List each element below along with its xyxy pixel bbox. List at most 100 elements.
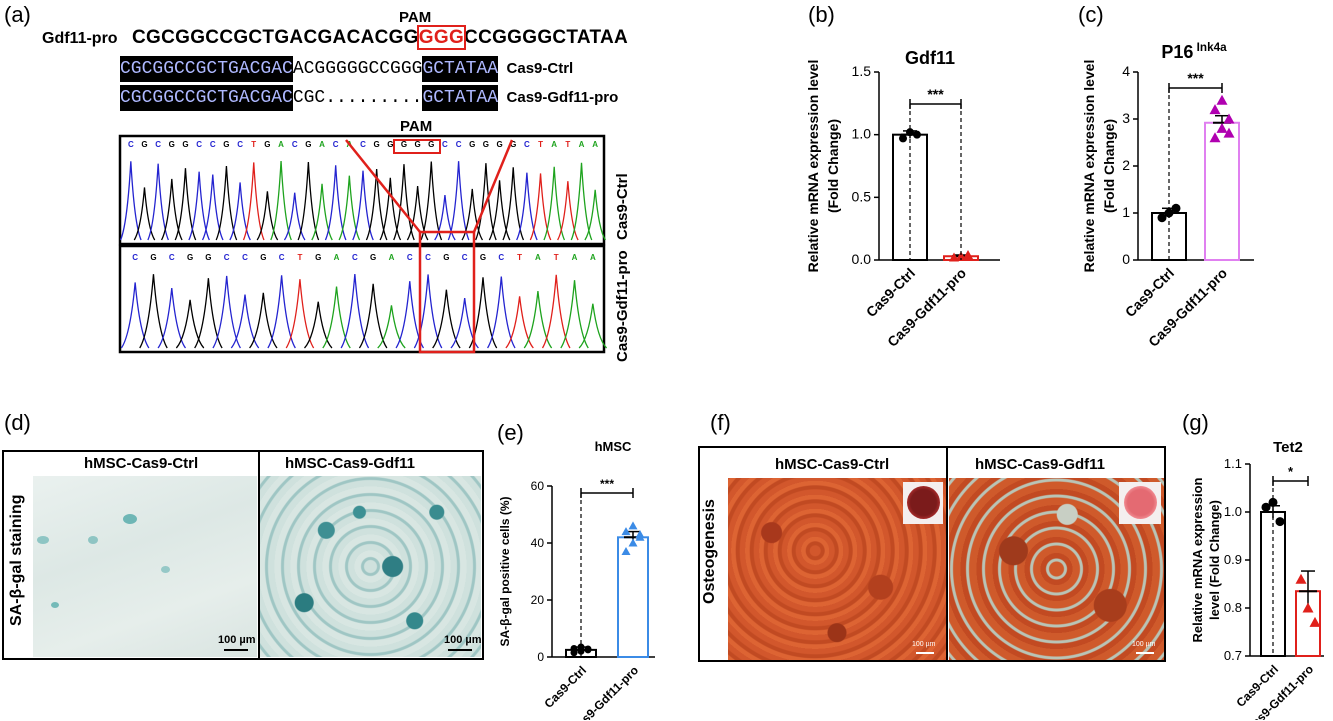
data-point	[949, 252, 959, 262]
base-call: G	[315, 253, 321, 262]
base-call: G	[141, 140, 147, 149]
data-point	[1275, 517, 1285, 527]
data-point	[584, 645, 592, 653]
culture-dish-ctrl	[903, 482, 943, 524]
base-call: G	[169, 140, 175, 149]
base-call: A	[535, 253, 541, 262]
scale-bar-d-right	[448, 649, 472, 651]
trace-peak	[175, 299, 205, 349]
base-call: A	[334, 253, 340, 262]
trace-peak	[283, 192, 306, 241]
trace-peak	[324, 165, 347, 241]
chromatogram-figure: CGCGGCCGCTGACGACACGGGGGCCGGGGCTATAA CGCG…	[118, 134, 608, 354]
base-call: G	[428, 140, 434, 149]
data-point	[1309, 616, 1321, 627]
base-call: A	[278, 140, 284, 149]
trace-peak	[358, 283, 388, 349]
alignment-name-ko: Cas9-Gdf11-pro	[506, 89, 619, 106]
base-call: G	[260, 253, 266, 262]
data-point	[621, 547, 631, 556]
data-point	[1223, 127, 1235, 138]
base-call: G	[264, 140, 270, 149]
base-call: T	[297, 253, 302, 262]
pam-label: PAM	[399, 9, 432, 26]
trace-peak	[139, 274, 168, 349]
y-tick-label: 40	[531, 536, 545, 550]
chart-b: Gdf11 Relative mRNA expression level (Fold…	[805, 48, 1000, 350]
base-call: C	[132, 253, 138, 262]
base-call: C	[333, 140, 339, 149]
significance-stars: ***	[927, 86, 944, 102]
base-call: T	[538, 140, 543, 149]
y-tick-label: 0.5	[852, 188, 872, 204]
y-tick-label: 2	[1122, 157, 1130, 173]
base-call: C	[196, 140, 202, 149]
chart-c: P16 Ink4a Relative mRNA expression level(…	[1081, 41, 1254, 350]
base-call: A	[551, 140, 557, 149]
base-call: G	[496, 140, 502, 149]
base-call: C	[425, 253, 431, 262]
deletion-box-bottom	[418, 230, 476, 354]
y-axis-label: Relative mRNA expression	[1190, 477, 1205, 642]
chart-title: P16 Ink4a	[1161, 41, 1227, 62]
y-axis-label: SA-β-gal positive cells (%)	[498, 496, 512, 646]
panel-label-d: (d)	[4, 410, 31, 435]
base-call: G	[443, 253, 449, 262]
reference-name: Gdf11-pro	[42, 30, 118, 47]
trace-peak	[475, 163, 497, 241]
trace-peak	[502, 167, 525, 241]
trace-peak	[267, 275, 296, 349]
panel-d-right-title: hMSC-Cas9-Gdf11	[285, 455, 416, 472]
alignment-middle: ACGGGGGCCGGG	[292, 59, 423, 79]
reference-sequence-row: Gdf11-pro CGCGGCCGCTGACGACACGGGGGCCGGGGC…	[42, 25, 629, 50]
y-tick-label: 1.1	[1224, 456, 1242, 471]
trace-peak	[242, 162, 265, 241]
base-call: C	[442, 140, 448, 149]
trace-peak	[201, 174, 224, 241]
chart-title: Tet2	[1273, 439, 1303, 456]
trace-peak	[147, 163, 169, 241]
trace-peak	[133, 187, 156, 241]
alignment-highlight-left: CGCGGCCGCTGACGAC	[120, 85, 293, 111]
data-point	[1171, 203, 1181, 213]
panel-d-frame	[2, 450, 484, 660]
base-call: G	[469, 140, 475, 149]
sa-gal-image-ko	[260, 476, 481, 657]
alignment-row-ctrl: CGCGGCCGCTGACGACACGGGGGCCGGGGCTATAA Cas9…	[120, 56, 574, 87]
trace-peak	[249, 292, 278, 349]
trace-peak	[215, 165, 238, 241]
chart-e: hMSC SA-β-gal positive cells (%) 0 20 40 60 Ca…	[498, 439, 655, 720]
trace-peak	[297, 161, 320, 241]
trace-peak	[570, 162, 593, 241]
base-call: G	[480, 253, 486, 262]
y-axis-label: (Fold Change)	[1101, 119, 1117, 213]
data-point	[628, 521, 638, 530]
trace-peak	[119, 161, 142, 241]
panel-f-frame	[698, 446, 1166, 662]
significance-stars: ***	[600, 477, 614, 491]
data-point	[956, 251, 966, 261]
y-axis-label: (Fold Change)	[825, 119, 841, 213]
base-call: C	[498, 253, 504, 262]
alignment-name-ctrl: Cas9-Ctrl	[506, 60, 574, 77]
reference-seq-post: CCGGGGCTATAA	[464, 27, 629, 48]
bar	[1204, 121, 1240, 262]
y-tick-label: 0.9	[1224, 552, 1242, 567]
trace-peak	[420, 161, 443, 241]
y-axis-label: Relative mRNA expression level	[805, 60, 821, 273]
panel-label-c: (c)	[1078, 2, 1104, 27]
trace-peak	[340, 273, 370, 349]
base-call: G	[223, 140, 229, 149]
base-call: C	[242, 253, 248, 262]
trace-peak	[365, 169, 388, 241]
base-call: T	[517, 253, 522, 262]
base-call: A	[319, 140, 325, 149]
base-call: G	[370, 253, 376, 262]
trace-peak	[229, 182, 251, 241]
data-point	[963, 249, 973, 259]
chart-g: Tet2 Relative mRNA expression level (Fold …	[1190, 439, 1324, 720]
base-call: C	[456, 140, 462, 149]
y-tick-label: 0.7	[1224, 648, 1242, 663]
base-call: A	[389, 253, 395, 262]
reference-seq-pre: CGCGGCCGCTGACGACACGG	[132, 27, 419, 48]
